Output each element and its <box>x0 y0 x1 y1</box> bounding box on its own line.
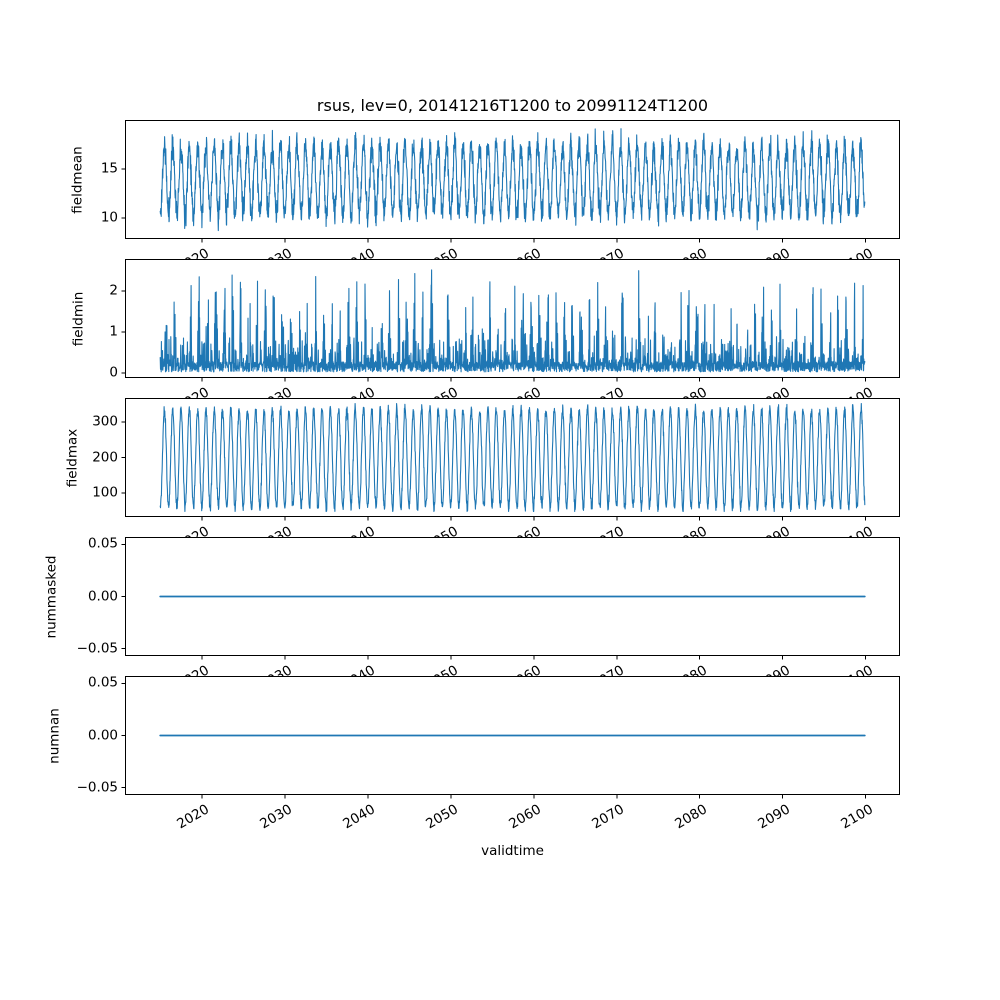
y-tick-label: 2 <box>109 282 118 299</box>
x-axis-label: validtime <box>481 843 544 859</box>
line-series-fieldmean <box>159 128 866 232</box>
plot-area-fieldmin <box>121 259 900 382</box>
x-tick-label: 2080 <box>671 801 710 833</box>
x-tick-label: 2060 <box>506 801 544 833</box>
x-tick-label: 2030 <box>257 801 295 833</box>
axes-frame <box>125 676 900 795</box>
y-axis-label-nummasked: nummasked <box>43 555 60 638</box>
y-axis-label-fieldmean: fieldmean <box>69 145 86 214</box>
y-tick-label: 0.05 <box>87 674 118 691</box>
y-tick-label: 300 <box>92 413 118 430</box>
subplot-nummasked: 0.050.00−0.05202020302040205020602070208… <box>43 537 900 693</box>
plot-area-fieldmean <box>121 120 900 243</box>
subplot-fieldmax: 3002001002020203020402050206020702080209… <box>64 398 900 554</box>
y-axis-label-fieldmin: fieldmin <box>70 291 87 346</box>
subplot-numnan: 0.05 0.00 −0.05 2020 2030 2040 2050 2060 2070 208… <box>46 676 900 832</box>
x-tick-label: 2050 <box>423 801 461 833</box>
x-tick-label: 2100 <box>837 801 876 833</box>
axes-frame <box>125 259 900 378</box>
y-tick-label: 0 <box>109 364 118 381</box>
y-tick-label: 10 <box>100 209 118 226</box>
plot-area-fieldmax <box>121 398 900 521</box>
line-series-fieldmax <box>159 402 866 513</box>
subplot-fieldmean: 1510202020302040205020602070208020902100… <box>69 120 900 276</box>
y-tick-label: −0.05 <box>76 778 118 795</box>
y-tick-label: 0.00 <box>87 726 118 743</box>
y-tick-label: 200 <box>92 448 118 465</box>
plot-area-nummasked <box>121 537 900 660</box>
y-tick-label: 0.05 <box>87 535 118 552</box>
subplot-fieldmin: 210202020302040205020602070208020902100f… <box>70 259 900 415</box>
y-tick-label: 15 <box>100 160 118 177</box>
x-tick-label: 2070 <box>589 801 627 833</box>
x-tick-label: 2090 <box>754 801 793 833</box>
y-tick-label: 1 <box>109 323 118 340</box>
axes-frame <box>125 120 900 239</box>
y-tick-label: 100 <box>92 484 118 501</box>
y-tick-label: 0.00 <box>87 587 118 604</box>
axes-frame <box>125 398 900 517</box>
plot-area-numnan <box>121 676 900 799</box>
plot-title: rsus, lev=0, 20141216T1200 to 20991124T1… <box>316 96 709 115</box>
x-tick-label: 2020 <box>174 801 213 833</box>
y-tick-label: −0.05 <box>76 639 118 656</box>
x-tick-label: 2040 <box>340 801 378 833</box>
y-axis-label-fieldmax: fieldmax <box>64 428 81 487</box>
y-axis-label-numnan: numnan <box>46 707 63 764</box>
line-series-fieldmin <box>159 269 866 373</box>
axes-frame <box>125 537 900 656</box>
